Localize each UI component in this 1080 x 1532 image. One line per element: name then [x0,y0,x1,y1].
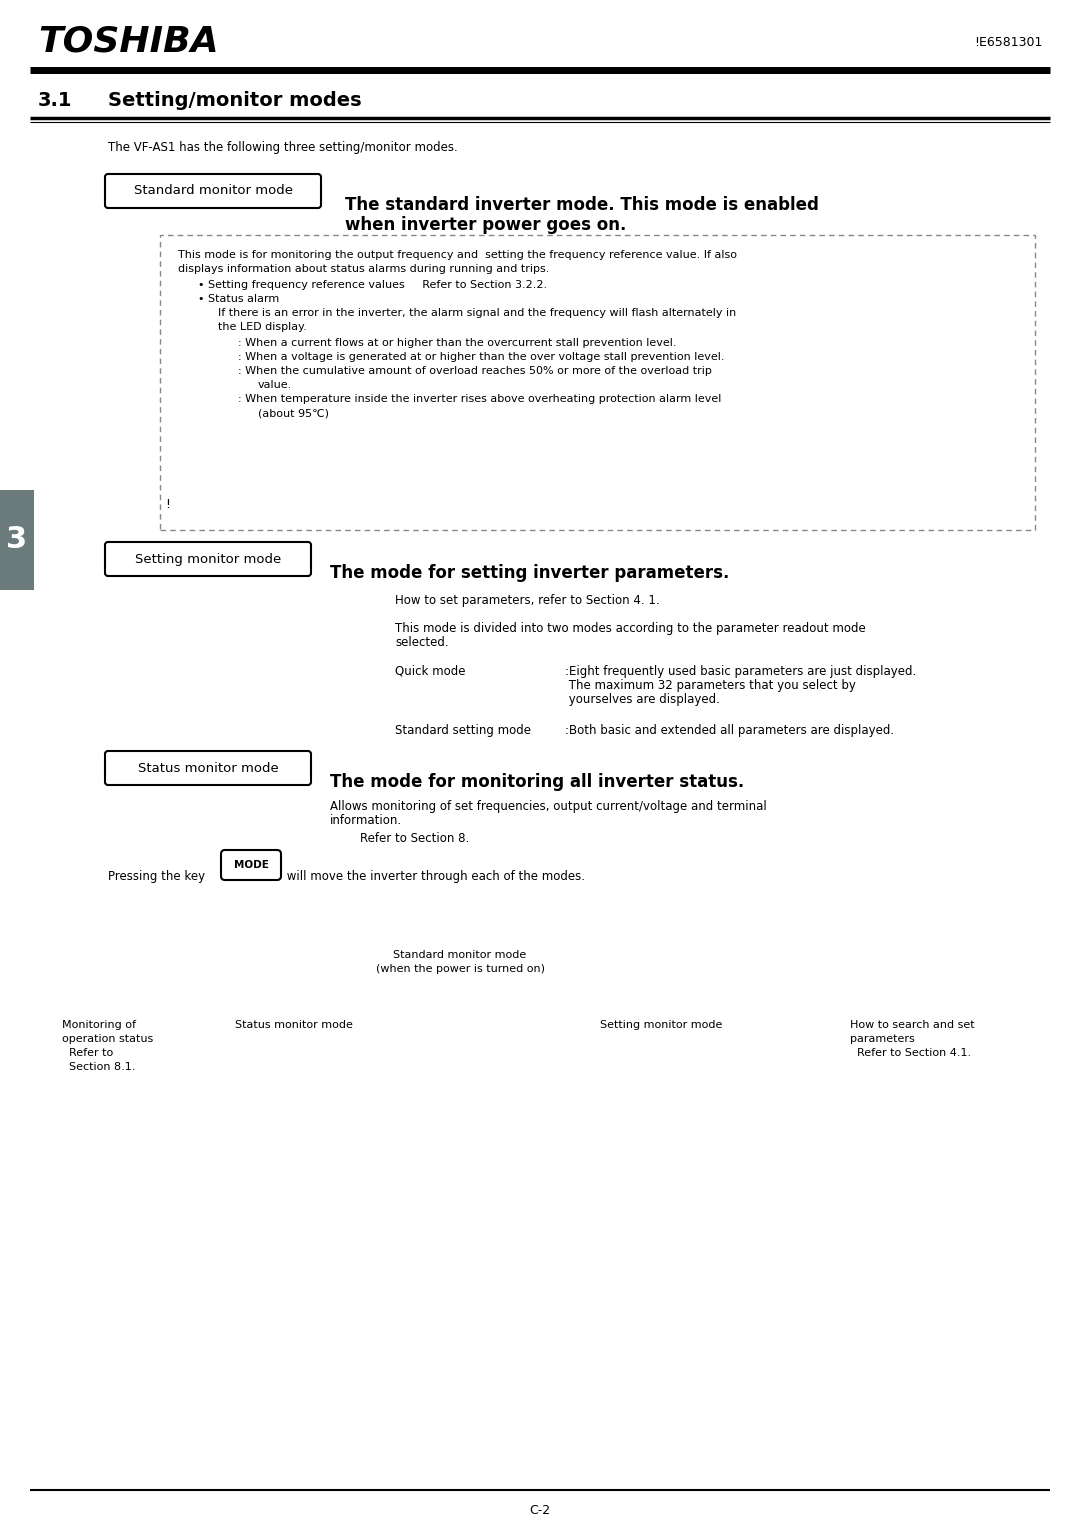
Text: : When temperature inside the inverter rises above overheating protection alarm : : When temperature inside the inverter r… [238,394,721,404]
Text: when inverter power goes on.: when inverter power goes on. [345,216,626,234]
Text: : When a voltage is generated at or higher than the over voltage stall preventio: : When a voltage is generated at or high… [238,352,725,362]
Text: Status monitor mode: Status monitor mode [137,761,279,775]
Text: Standard monitor mode: Standard monitor mode [134,184,293,198]
Text: C-2: C-2 [529,1503,551,1517]
Text: Setting monitor mode: Setting monitor mode [600,1020,723,1030]
Text: The mode for setting inverter parameters.: The mode for setting inverter parameters… [330,564,729,582]
Text: :Both basic and extended all parameters are displayed.: :Both basic and extended all parameters … [565,725,894,737]
Text: This mode is divided into two modes according to the parameter readout mode: This mode is divided into two modes acco… [395,622,866,634]
Text: MODE: MODE [233,859,269,870]
Text: Standard setting mode: Standard setting mode [395,725,531,737]
Text: TOSHIBA: TOSHIBA [38,25,218,60]
Text: The maximum 32 parameters that you select by: The maximum 32 parameters that you selec… [565,679,855,692]
Text: (about 95℃): (about 95℃) [258,408,329,418]
Text: 3: 3 [6,525,28,555]
Text: This mode is for monitoring the output frequency and  setting the frequency refe: This mode is for monitoring the output f… [178,250,737,260]
Text: Refer to Section 4.1.: Refer to Section 4.1. [850,1048,971,1059]
Text: information.: information. [330,813,402,827]
Text: :Eight frequently used basic parameters are just displayed.: :Eight frequently used basic parameters … [565,665,916,679]
Bar [0,490,33,590]
Text: displays information about status alarms during running and trips.: displays information about status alarms… [178,264,550,274]
Text: The mode for monitoring all inverter status.: The mode for monitoring all inverter sta… [330,774,744,791]
Text: !: ! [165,498,170,512]
Text: Setting/monitor modes: Setting/monitor modes [108,90,362,109]
Text: Refer to: Refer to [62,1048,113,1059]
Text: Allows monitoring of set frequencies, output current/voltage and terminal: Allows monitoring of set frequencies, ou… [330,800,767,813]
Text: will move the inverter through each of the modes.: will move the inverter through each of t… [283,870,585,882]
Text: How to search and set: How to search and set [850,1020,974,1030]
Text: Standard monitor mode: Standard monitor mode [393,950,527,961]
Text: Section 8.1.: Section 8.1. [62,1062,135,1072]
FancyBboxPatch shape [105,175,321,208]
Text: Refer to Section 8.: Refer to Section 8. [360,832,469,846]
FancyBboxPatch shape [221,850,281,879]
Text: The standard inverter mode. This mode is enabled: The standard inverter mode. This mode is… [345,196,819,214]
Bar [160,234,1035,530]
Text: • Setting frequency reference values     Refer to Section 3.2.2.: • Setting frequency reference values Ref… [198,280,548,290]
Text: • Status alarm: • Status alarm [198,294,280,303]
Text: : When the cumulative amount of overload reaches 50% or more of the overload tri: : When the cumulative amount of overload… [238,366,712,375]
Text: Monitoring of: Monitoring of [62,1020,136,1030]
Text: If there is an error in the inverter, the alarm signal and the frequency will fl: If there is an error in the inverter, th… [218,308,737,319]
FancyBboxPatch shape [105,542,311,576]
Text: 3.1: 3.1 [38,90,72,109]
Text: the LED display.: the LED display. [218,322,307,332]
Text: (when the power is turned on): (when the power is turned on) [376,964,544,974]
Text: parameters: parameters [850,1034,915,1043]
FancyBboxPatch shape [105,751,311,784]
Text: Quick mode: Quick mode [395,665,465,679]
Text: yourselves are displayed.: yourselves are displayed. [565,692,720,706]
Text: How to set parameters, refer to Section 4. 1.: How to set parameters, refer to Section … [395,594,660,607]
Text: !E6581301: !E6581301 [974,35,1042,49]
Text: Pressing the key: Pressing the key [108,870,208,882]
Text: selected.: selected. [395,636,448,650]
Text: Status monitor mode: Status monitor mode [235,1020,353,1030]
Text: : When a current flows at or higher than the overcurrent stall prevention level.: : When a current flows at or higher than… [238,339,676,348]
Text: The VF-AS1 has the following three setting/monitor modes.: The VF-AS1 has the following three setti… [108,141,458,155]
Text: operation status: operation status [62,1034,153,1043]
Text: Setting monitor mode: Setting monitor mode [135,553,281,565]
Text: value.: value. [258,380,293,391]
